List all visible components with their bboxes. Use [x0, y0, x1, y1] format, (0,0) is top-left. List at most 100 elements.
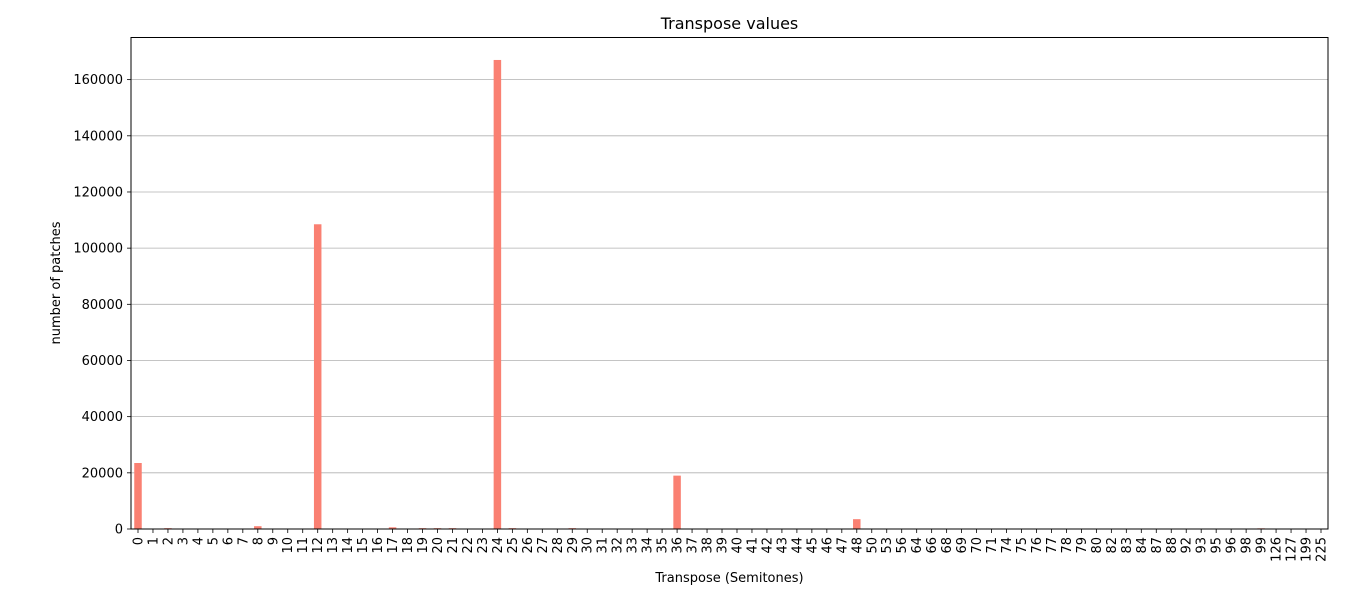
x-tick-label: 24	[491, 537, 506, 554]
x-tick-label: 16	[371, 537, 386, 554]
x-tick-label: 71	[985, 537, 1000, 554]
x-tick-label: 6	[221, 537, 236, 545]
bar	[853, 519, 861, 529]
x-tick-label: 92	[1180, 537, 1195, 554]
x-tick-label: 78	[1060, 537, 1075, 554]
x-tick-label: 83	[1120, 537, 1135, 554]
x-tick-label: 77	[1045, 537, 1060, 554]
x-tick-label: 199	[1300, 537, 1315, 562]
x-tick-label: 40	[730, 537, 745, 554]
x-tick-label: 9	[266, 537, 281, 545]
x-tick-label: 42	[760, 537, 775, 554]
y-tick-label: 40000	[82, 410, 123, 425]
x-tick-label: 33	[626, 537, 641, 554]
x-tick-label: 99	[1255, 537, 1270, 554]
x-tick-label: 46	[820, 537, 835, 554]
x-tick-label: 66	[925, 537, 940, 554]
x-tick-label: 82	[1105, 537, 1120, 554]
x-tick-label: 96	[1225, 537, 1240, 554]
plot-frame	[131, 38, 1328, 530]
x-tick-label: 19	[416, 537, 431, 554]
x-tick-label: 5	[206, 537, 221, 545]
x-tick-label: 18	[401, 537, 416, 554]
x-tick-label: 79	[1075, 537, 1090, 554]
x-tick-label: 87	[1150, 537, 1165, 554]
x-tick-label: 28	[551, 537, 566, 554]
bars	[134, 60, 1325, 529]
y-tick-label: 120000	[73, 185, 123, 200]
x-tick-label: 37	[686, 537, 701, 554]
x-tick-label: 15	[356, 537, 371, 554]
x-tick-label: 25	[506, 537, 521, 554]
x-tick-label: 34	[641, 537, 656, 554]
x-tick-label: 48	[850, 537, 865, 554]
x-tick-label: 69	[955, 537, 970, 554]
x-tick-label: 127	[1285, 537, 1300, 562]
x-tick-label: 35	[656, 537, 671, 554]
x-tick-label: 43	[775, 537, 790, 554]
x-tick-label: 12	[311, 537, 326, 554]
x-tick-label: 30	[581, 537, 596, 554]
x-tick-label: 225	[1315, 537, 1330, 562]
x-tick-label: 38	[701, 537, 716, 554]
y-axis-label: number of patches	[49, 221, 64, 344]
x-tick-label: 95	[1210, 537, 1225, 554]
x-tick-label: 76	[1030, 537, 1045, 554]
bar	[314, 224, 322, 529]
x-tick-label: 56	[895, 537, 910, 554]
x-tick-label: 74	[1000, 537, 1015, 554]
bar	[673, 476, 681, 529]
y-tick-label: 160000	[73, 73, 123, 88]
x-tick-label: 98	[1240, 537, 1255, 554]
x-tick-label: 10	[281, 537, 296, 554]
x-axis-label: Transpose (Semitones)	[654, 571, 803, 586]
x-tick-label: 93	[1195, 537, 1210, 554]
x-tick-label: 8	[251, 537, 266, 545]
x-tick-label: 80	[1090, 537, 1105, 554]
x-tick-label: 29	[566, 537, 581, 554]
x-tick-label: 4	[191, 537, 206, 545]
x-tick-label: 126	[1270, 537, 1285, 562]
x-tick-label: 21	[446, 537, 461, 554]
x-tick-label: 47	[835, 537, 850, 554]
x-tick-label: 27	[536, 537, 551, 554]
x-tick-label: 20	[431, 537, 446, 554]
x-tick-label: 2	[161, 537, 176, 545]
x-tick-label: 3	[176, 537, 191, 545]
x-tick-label: 7	[236, 537, 251, 545]
y-tick-label: 0	[115, 523, 123, 538]
chart-title: Transpose values	[660, 14, 799, 33]
y-tick-label: 140000	[73, 129, 123, 144]
x-tick-label: 11	[296, 537, 311, 554]
x-tick-label: 88	[1165, 537, 1180, 554]
x-tick-label: 32	[611, 537, 626, 554]
x-tick-label: 23	[476, 537, 491, 554]
y-tick-label: 100000	[73, 242, 123, 257]
bar	[494, 60, 502, 529]
y-tick-label: 20000	[82, 466, 123, 481]
y-tick-label: 80000	[82, 298, 123, 313]
x-tick-label: 22	[461, 537, 476, 554]
x-tick-label: 68	[940, 537, 955, 554]
x-tick-label: 39	[716, 537, 731, 554]
gridlines	[131, 80, 1328, 473]
x-tick-label: 31	[596, 537, 611, 554]
x-tick-label: 0	[132, 537, 147, 545]
x-tick-label: 1	[146, 537, 161, 545]
x-tick-label: 53	[880, 537, 895, 554]
x-tick-label: 75	[1015, 537, 1030, 554]
x-tick-label: 41	[745, 537, 760, 554]
x-tick-label: 70	[970, 537, 985, 554]
x-tick-label: 50	[865, 537, 880, 554]
x-tick-label: 44	[790, 537, 805, 554]
x-tick-label: 13	[326, 537, 341, 554]
x-tick-label: 26	[521, 537, 536, 554]
y-tick-label: 60000	[82, 354, 123, 369]
x-tick-label: 64	[910, 537, 925, 554]
bar	[134, 463, 142, 529]
x-tick-label: 45	[805, 537, 820, 554]
x-tick-label: 36	[671, 537, 686, 554]
